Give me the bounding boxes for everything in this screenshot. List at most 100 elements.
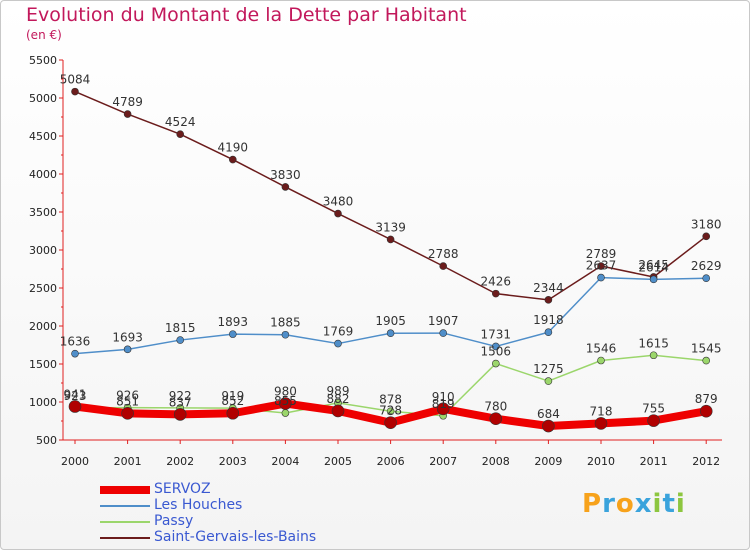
- data-point-saint-gervais-les-bains: [334, 209, 342, 218]
- x-tick-label: 2006: [377, 455, 405, 468]
- logo-letter: P: [582, 489, 603, 519]
- data-point-servoz: [436, 402, 450, 416]
- legend-label-saint-gervais-les-bains: Saint-Gervais-les-Bains: [154, 529, 317, 545]
- data-point-saint-gervais-les-bains: [281, 183, 290, 191]
- y-tick-label: 2000: [29, 320, 57, 333]
- data-point-les-houches: [649, 275, 658, 284]
- data-point-passy: [281, 409, 290, 417]
- data-label-passy: 989: [327, 384, 350, 398]
- y-tick-label: 4000: [29, 168, 57, 181]
- legend-swatch-les-houches: [100, 505, 150, 507]
- data-label-servoz: 882: [327, 392, 350, 406]
- data-label-servoz: 780: [484, 400, 507, 414]
- data-point-passy: [491, 359, 500, 368]
- data-label-les-houches: 1907: [428, 314, 459, 328]
- x-tick-label: 2004: [271, 455, 299, 468]
- data-point-servoz: [489, 412, 503, 426]
- data-point-les-houches: [334, 339, 342, 348]
- x-tick-label: 2005: [324, 455, 352, 468]
- data-label-passy: 855: [274, 394, 297, 408]
- x-tick-label: 2002: [166, 455, 194, 468]
- data-point-servoz: [68, 400, 82, 413]
- data-point-servoz: [594, 417, 608, 430]
- data-point-servoz: [699, 404, 713, 418]
- data-point-saint-gervais-les-bains: [176, 130, 184, 138]
- data-point-saint-gervais-les-bains: [386, 235, 395, 244]
- data-point-servoz: [226, 406, 240, 420]
- data-point-les-houches: [702, 274, 711, 282]
- data-point-les-houches: [123, 345, 132, 354]
- data-label-servoz: 837: [169, 395, 192, 409]
- data-label-passy: 878: [379, 392, 402, 406]
- data-label-les-houches: 1905: [375, 314, 406, 328]
- data-point-passy: [597, 356, 605, 365]
- data-point-servoz: [542, 419, 555, 433]
- data-point-saint-gervais-les-bains: [491, 289, 500, 298]
- data-label-saint-gervais-les-bains: 2788: [428, 247, 459, 261]
- data-label-passy: 923: [64, 389, 87, 403]
- data-label-servoz: 980: [274, 385, 297, 399]
- y-tick-label: 500: [36, 434, 57, 447]
- data-label-passy: 1545: [691, 342, 722, 356]
- x-tick-label: 2001: [114, 455, 142, 468]
- data-point-saint-gervais-les-bains: [544, 296, 553, 304]
- data-label-passy: 922: [169, 389, 192, 403]
- data-label-passy: 926: [116, 389, 139, 403]
- x-tick-label: 2000: [61, 455, 89, 468]
- logo-letter: o: [615, 489, 635, 519]
- data-point-les-houches: [386, 329, 395, 338]
- data-label-saint-gervais-les-bains: 2344: [533, 281, 564, 295]
- y-tick-label: 3000: [29, 244, 57, 257]
- data-point-les-houches: [597, 273, 605, 282]
- logo-letter: i: [652, 489, 663, 519]
- data-point-les-houches: [176, 336, 184, 344]
- data-label-passy: 1546: [586, 342, 617, 356]
- chart-subtitle: (en €): [26, 28, 62, 42]
- data-label-saint-gervais-les-bains: 4190: [218, 141, 249, 155]
- data-label-passy: 919: [221, 389, 244, 403]
- legend-swatch-passy: [100, 521, 150, 523]
- y-tick-label: 2500: [29, 282, 57, 295]
- data-point-servoz: [384, 416, 397, 429]
- data-label-les-houches: 1885: [270, 316, 301, 330]
- data-point-servoz: [279, 397, 292, 410]
- data-label-servoz: 941: [64, 387, 87, 401]
- data-label-passy: 1275: [533, 362, 564, 376]
- data-point-saint-gervais-les-bains: [123, 110, 132, 118]
- x-tick-label: 2007: [429, 455, 457, 468]
- proxiti-logo: Proxiti: [582, 489, 686, 519]
- legend-label-servoz: SERVOZ: [154, 481, 211, 497]
- data-label-servoz: 851: [116, 394, 139, 408]
- data-label-saint-gervais-les-bains: 2789: [586, 247, 617, 261]
- data-label-les-houches: 1918: [533, 313, 564, 327]
- data-label-servoz: 684: [537, 407, 560, 421]
- data-point-passy: [649, 351, 658, 360]
- data-point-servoz: [647, 414, 660, 427]
- data-label-les-houches: 1636: [60, 335, 91, 349]
- x-tick-label: 2010: [587, 455, 615, 468]
- logo-letter: x: [634, 489, 653, 519]
- data-label-les-houches: 1693: [112, 330, 143, 344]
- x-tick-label: 2003: [219, 455, 247, 468]
- legend-swatch-saint-gervais-les-bains: [100, 537, 150, 539]
- data-point-passy: [702, 356, 711, 365]
- data-label-passy: 819: [432, 397, 455, 411]
- data-label-les-houches: 1731: [481, 327, 512, 341]
- logo-letter: i: [675, 489, 686, 519]
- data-label-servoz: 879: [695, 392, 718, 406]
- data-point-saint-gervais-les-bains: [597, 262, 605, 270]
- data-label-saint-gervais-les-bains: 2645: [638, 258, 669, 272]
- data-label-les-houches: 2614: [638, 260, 669, 274]
- data-label-saint-gervais-les-bains: 2426: [481, 275, 512, 289]
- legend-label-passy: Passy: [154, 513, 194, 529]
- data-label-servoz: 910: [432, 390, 455, 404]
- data-point-servoz: [331, 404, 345, 418]
- chart-title: Evolution du Montant de la Dette par Hab…: [26, 4, 467, 26]
- y-tick-label: 1500: [29, 358, 57, 371]
- x-tick-label: 2011: [640, 455, 668, 468]
- data-label-saint-gervais-les-bains: 3480: [323, 195, 354, 209]
- data-label-servoz: 852: [221, 394, 244, 408]
- data-label-servoz: 728: [379, 404, 402, 418]
- data-label-saint-gervais-les-bains: 3830: [270, 168, 301, 182]
